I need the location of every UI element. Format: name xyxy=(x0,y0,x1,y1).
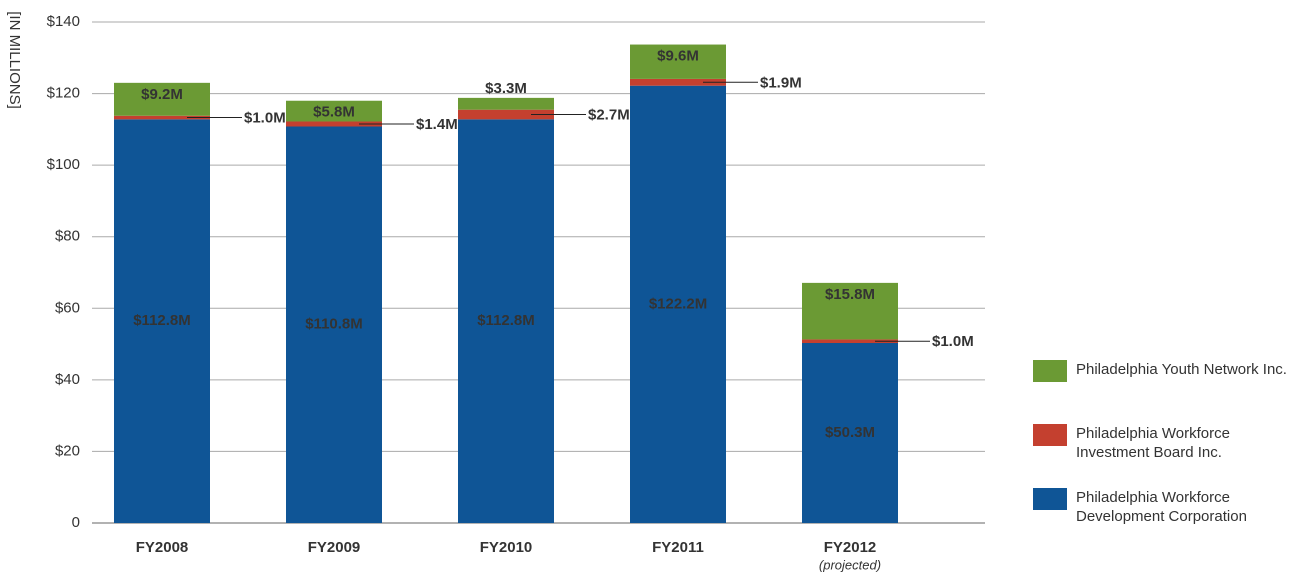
y-tick-label: $20 xyxy=(55,442,80,459)
y-tick-label: $100 xyxy=(47,156,80,173)
bar-segment xyxy=(802,282,898,340)
value-label: $5.8M xyxy=(313,104,355,121)
value-label: $1.0M xyxy=(244,110,286,127)
bar-segment xyxy=(458,109,554,120)
bar-segment xyxy=(458,97,554,110)
y-tick-label: $60 xyxy=(55,299,80,316)
bar-segment xyxy=(630,85,726,523)
legend-swatch xyxy=(1033,488,1067,510)
value-label: $110.8M xyxy=(305,316,363,333)
value-label: $1.0M xyxy=(932,333,974,350)
value-label: $9.2M xyxy=(141,86,183,103)
y-tick-label: $120 xyxy=(47,85,80,102)
legend-swatch xyxy=(1033,360,1067,382)
legend-label: Philadelphia Youth Network Inc. xyxy=(1076,361,1287,378)
legend-item: Philadelphia Workforce Investment Board … xyxy=(1033,424,1296,462)
value-label: $3.3M xyxy=(485,80,527,97)
y-tick-label: $80 xyxy=(55,228,80,245)
y-tick-label: 0 xyxy=(72,514,80,531)
y-tick-label: $140 xyxy=(47,13,80,30)
bar-segment xyxy=(630,44,726,79)
value-label: $122.2M xyxy=(649,295,707,312)
bar-segment xyxy=(458,119,554,523)
y-tick-label: $40 xyxy=(55,371,80,388)
x-tick-note: (projected) xyxy=(819,557,881,572)
x-tick-label: FY2011 xyxy=(652,539,704,556)
value-label: $50.3M xyxy=(825,424,875,441)
bar-segment xyxy=(114,115,210,120)
bar-segment xyxy=(286,100,382,122)
bar-segment xyxy=(286,126,382,523)
bar-segment xyxy=(802,339,898,343)
value-label: $9.6M xyxy=(657,48,699,65)
bar-segment xyxy=(114,119,210,523)
value-label: $112.8M xyxy=(477,312,535,329)
x-tick-label: FY2008 xyxy=(136,539,189,556)
legend-label: Philadelphia Workforce Investment Board … xyxy=(1076,425,1230,461)
y-axis-label: [IN MILLIONS] xyxy=(6,11,23,109)
value-label: $15.8M xyxy=(825,286,875,303)
value-label: $1.9M xyxy=(760,74,802,91)
legend-item: Philadelphia Workforce Development Corpo… xyxy=(1033,488,1296,526)
bar-segment xyxy=(802,342,898,523)
value-label: $1.4M xyxy=(416,116,458,133)
bar-segment xyxy=(630,78,726,86)
legend-item: Philadelphia Youth Network Inc. xyxy=(1033,360,1296,382)
x-tick-label: FY2010 xyxy=(480,539,533,556)
legend-label: Philadelphia Workforce Development Corpo… xyxy=(1076,489,1247,525)
bar-segment xyxy=(114,82,210,116)
x-tick-label: FY2012 xyxy=(824,539,877,556)
legend-swatch xyxy=(1033,424,1067,446)
value-label: $2.7M xyxy=(588,106,630,123)
value-label: $112.8M xyxy=(133,312,191,329)
bar-segment xyxy=(286,121,382,127)
x-tick-label: FY2009 xyxy=(308,539,361,556)
